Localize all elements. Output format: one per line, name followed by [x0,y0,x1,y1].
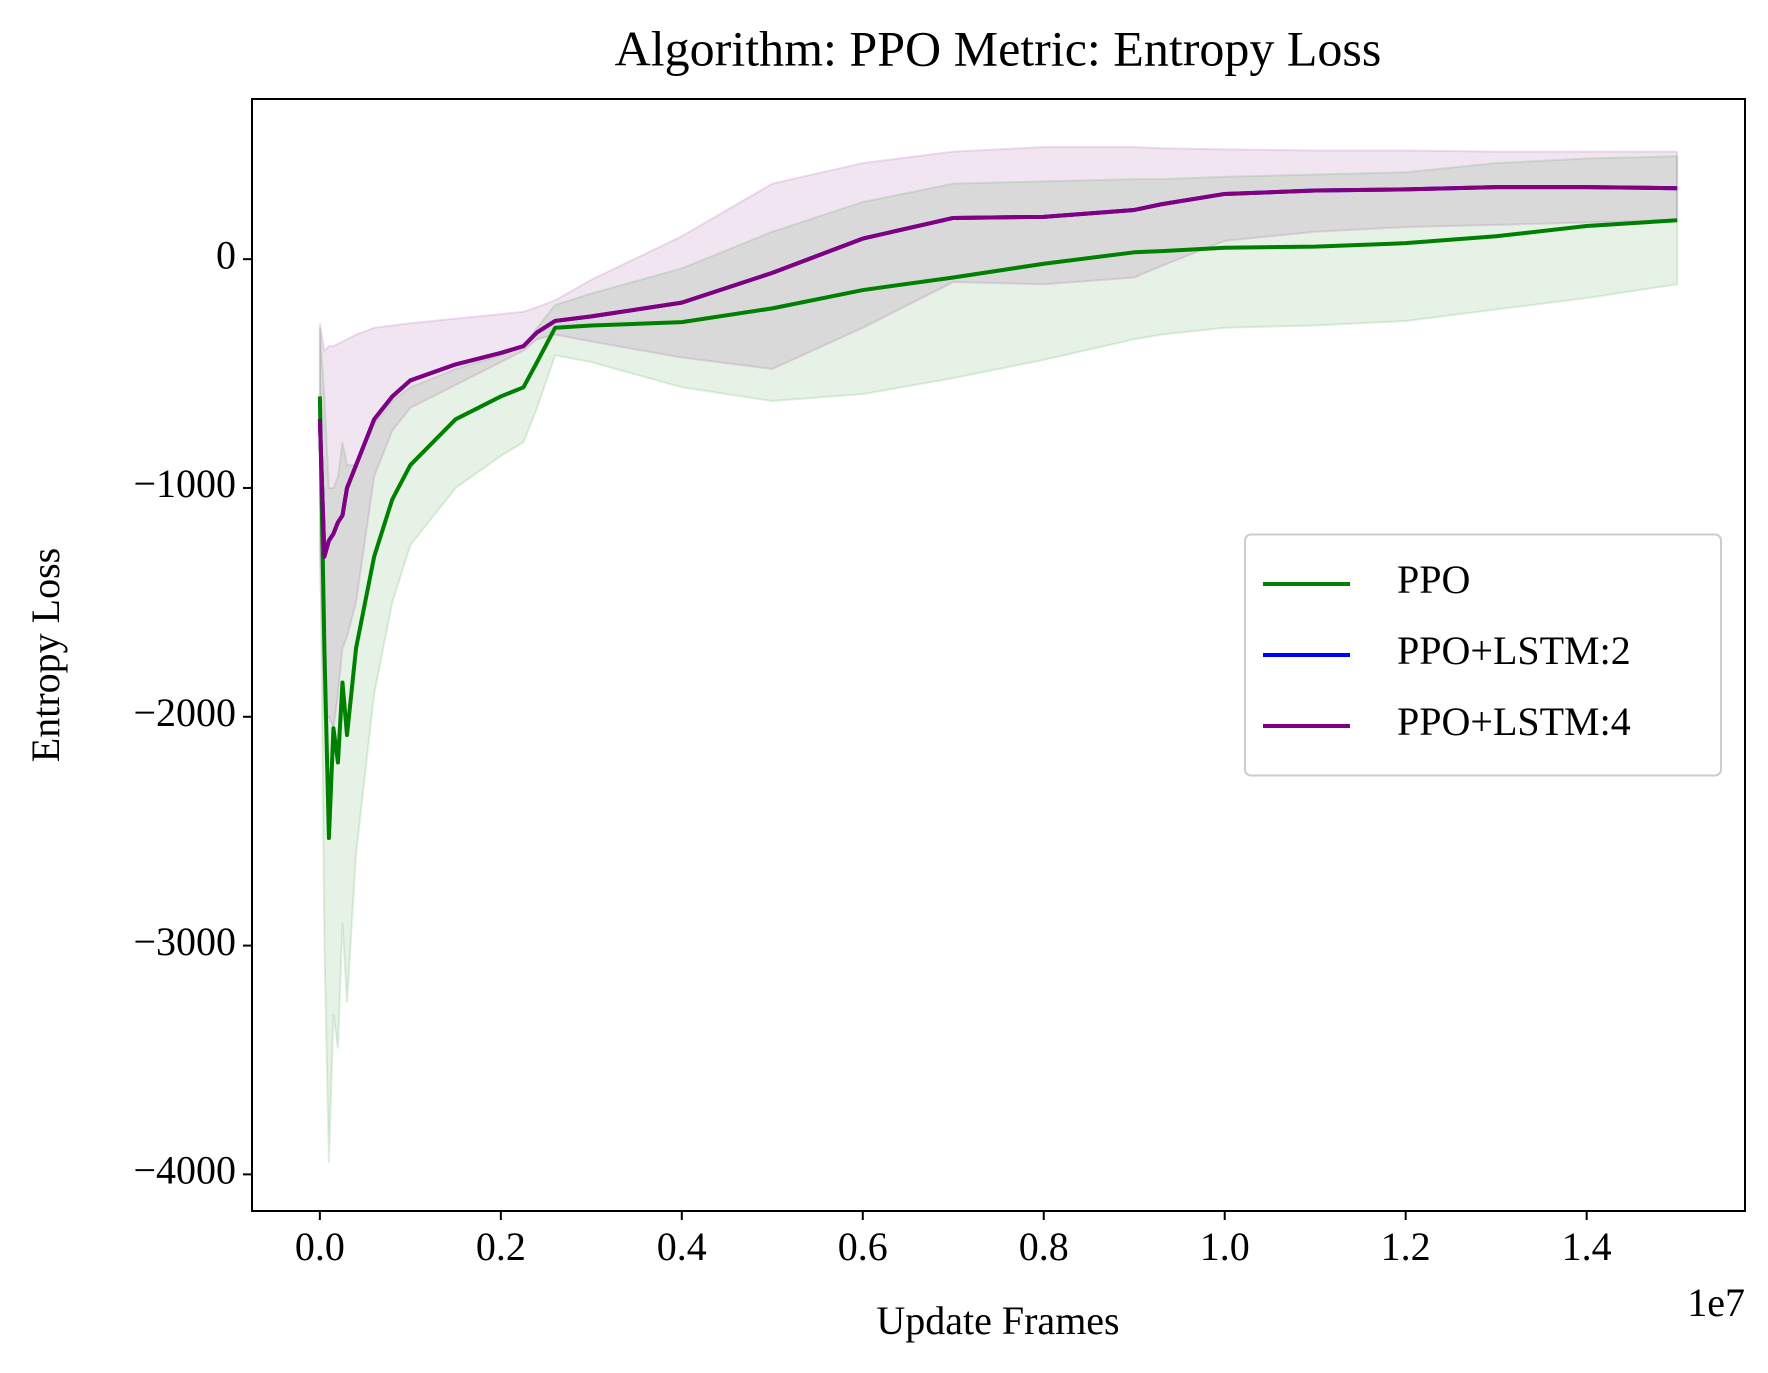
x-offset-label: 1e7 [1687,1280,1745,1325]
x-tick-label: 1.0 [1200,1224,1250,1269]
x-tick-label: 0.4 [657,1224,707,1269]
y-axis-label: Entropy Loss [23,548,68,762]
chart-title: Algorithm: PPO Metric: Entropy Loss [615,20,1382,76]
legend-box [1244,533,1722,777]
legend-label: PPO+LSTM:2 [1397,628,1631,673]
series-line [317,218,1678,841]
x-axis-label: Update Frames [876,1298,1119,1343]
x-tick-label: 1.4 [1562,1224,1612,1269]
y-tick-label: −2000 [133,690,236,735]
confidence-band [318,155,1679,1163]
y-tick-label: 0 [216,232,236,277]
x-tick-label: 1.2 [1381,1224,1431,1269]
plot-frame [251,98,1746,1212]
y-tick-label: −4000 [133,1148,236,1193]
y-tick-label: −3000 [133,919,236,964]
x-tick-label: 0.8 [1019,1224,1069,1269]
x-tick-label: 0.6 [838,1224,888,1269]
series-line [317,185,1678,559]
x-tick-label: 0.2 [476,1224,526,1269]
legend-label: PPO [1397,557,1470,602]
x-tick-label: 0.0 [295,1224,345,1269]
y-tick-label: −1000 [133,461,236,506]
legend-label: PPO+LSTM:4 [1397,699,1631,744]
